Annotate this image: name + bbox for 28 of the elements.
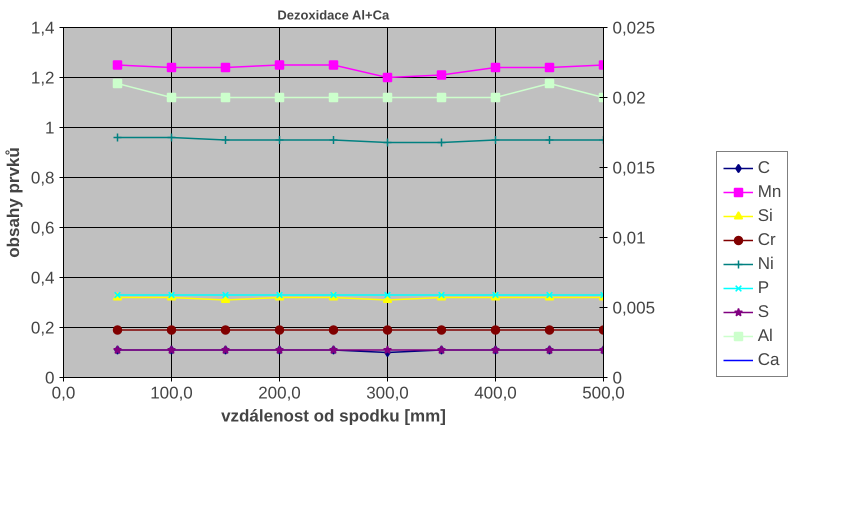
x-axis-title: vzdálenost od spodku [mm]	[221, 406, 446, 426]
x-tick-label: 400,0	[474, 384, 517, 402]
legend-label: P	[758, 278, 770, 298]
y-tick-label: 0,8	[30, 168, 55, 188]
legend-label: Si	[758, 206, 774, 226]
x-tick-label: 200,0	[258, 384, 301, 402]
legend-label: C	[758, 158, 771, 178]
chart-title: Dezoxidace Al+Ca	[277, 8, 390, 22]
y2-tick-label: 0,015	[612, 158, 656, 178]
y2-tick-label: 0,02	[612, 88, 646, 108]
legend-label: Al	[758, 326, 774, 346]
y-axis-title: obsahy prvků	[4, 147, 23, 258]
legend-label: S	[758, 302, 770, 322]
legend-label: Mn	[758, 182, 782, 202]
y-tick-label: 1	[45, 118, 55, 138]
y-tick-label: 1,4	[30, 18, 55, 38]
y-tick-label: 0,4	[30, 268, 55, 288]
legend-label: Ca	[758, 350, 780, 370]
y2-tick-label: 0,01	[612, 228, 646, 248]
legend-label: Ni	[758, 254, 775, 274]
y2-tick-label: 0,025	[612, 18, 656, 38]
x-tick-label: 100,0	[150, 384, 193, 402]
legend-label: Cr	[758, 230, 777, 250]
y-tick-label: 0,6	[30, 218, 55, 238]
y2-tick-label: 0,005	[612, 298, 656, 318]
y-tick-label: 1,2	[30, 68, 55, 88]
x-tick-label: 300,0	[366, 384, 409, 402]
y-tick-label: 0,2	[30, 318, 55, 338]
